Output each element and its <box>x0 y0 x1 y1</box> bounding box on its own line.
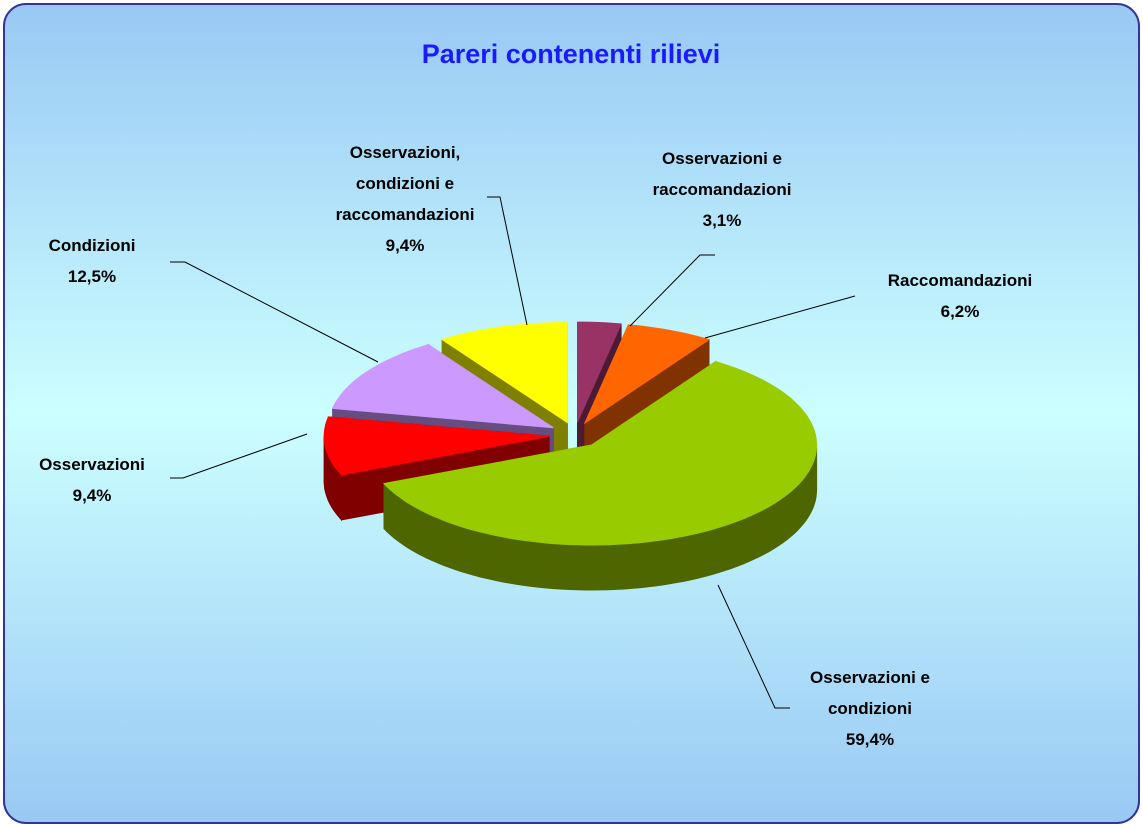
leader-line <box>629 254 715 327</box>
value-label: 12,5% <box>67 267 117 286</box>
leader-line <box>704 295 856 339</box>
slice-top <box>331 344 554 429</box>
value-label: 59,4% <box>845 730 895 749</box>
slice-label: Raccomandazioni 6,2% <box>850 265 1070 327</box>
slice-label: Condizioni 12,5% <box>7 230 177 292</box>
value-label: 9,4% <box>72 486 112 505</box>
slice-label: Osservazioni, condizioni e raccomandazio… <box>318 137 493 261</box>
slice-top <box>382 361 818 546</box>
leader-line <box>717 584 790 709</box>
category-label: Raccomandazioni <box>887 271 1033 290</box>
category-label: Osservazioni <box>39 455 145 474</box>
leader-line <box>170 433 308 479</box>
pie <box>323 321 818 591</box>
category-label: Osservazioni, condizioni e raccomandazio… <box>335 143 475 224</box>
slice-top <box>577 321 622 423</box>
slice-label: Osservazioni 9,4% <box>7 449 177 511</box>
slice-label: Osservazioni e condizioni 59,4% <box>790 662 950 755</box>
value-label: 9,4% <box>385 236 425 255</box>
leader-line <box>170 261 379 363</box>
slice-top <box>440 322 568 424</box>
chart-title: Pareri contenenti rilievi <box>422 39 721 69</box>
value-label: 3,1% <box>702 211 742 230</box>
leader-line <box>487 196 528 326</box>
slice-top <box>583 324 711 425</box>
slice-label: Osservazioni e raccomandazioni 3,1% <box>627 143 817 236</box>
category-label: Osservazioni e raccomandazioni <box>652 149 792 199</box>
slice <box>382 360 818 591</box>
slice-top <box>323 416 550 476</box>
value-label: 6,2% <box>940 302 980 321</box>
chart-frame <box>3 3 1140 824</box>
category-label: Osservazioni e condizioni <box>809 668 930 718</box>
category-label: Condizioni <box>48 236 136 255</box>
